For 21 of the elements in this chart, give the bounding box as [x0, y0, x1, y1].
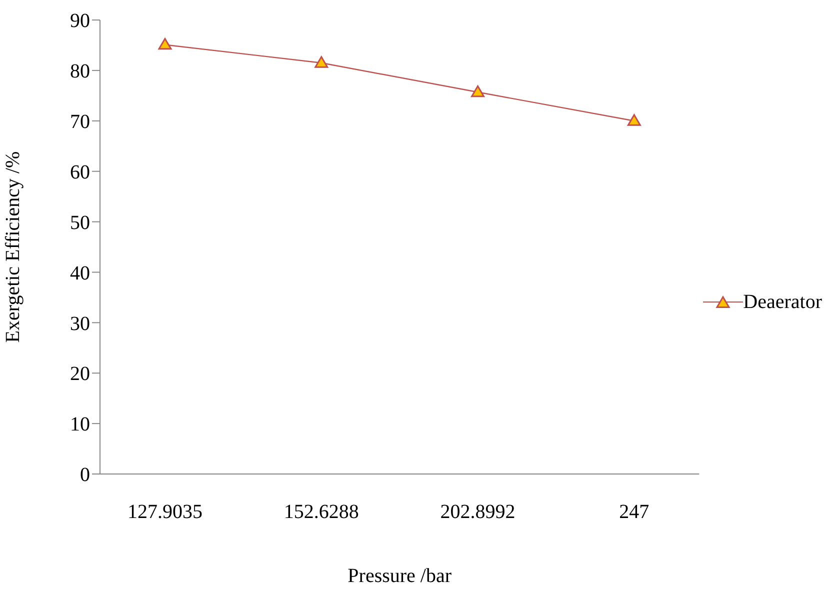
y-tick-label: 30 — [70, 312, 90, 335]
y-tick-label: 90 — [70, 10, 90, 32]
y-tick-label: 60 — [70, 161, 90, 184]
y-tick-label: 80 — [70, 60, 90, 83]
x-axis-title: Pressure /bar — [348, 565, 452, 587]
y-tick-label: 70 — [70, 110, 90, 133]
x-tick-label: 247 — [619, 501, 650, 524]
x-tick-label: 127.9035 — [128, 501, 202, 524]
y-tick-label: 50 — [70, 212, 90, 234]
point — [471, 85, 485, 98]
y-tick-label: 20 — [70, 363, 90, 386]
x-tick-label: 152.6288 — [284, 501, 359, 524]
y-tick-label: 10 — [70, 414, 90, 436]
point — [158, 38, 172, 50]
point — [314, 56, 328, 68]
x-tick-label: 202.8992 — [440, 501, 516, 524]
legend-label: Deaerator — [743, 290, 822, 314]
y-tick-label: 40 — [70, 262, 90, 284]
y-axis-title: Exergetic Efficiency /% — [2, 151, 24, 343]
y-tick-label: 0 — [80, 464, 90, 486]
point — [627, 114, 641, 126]
